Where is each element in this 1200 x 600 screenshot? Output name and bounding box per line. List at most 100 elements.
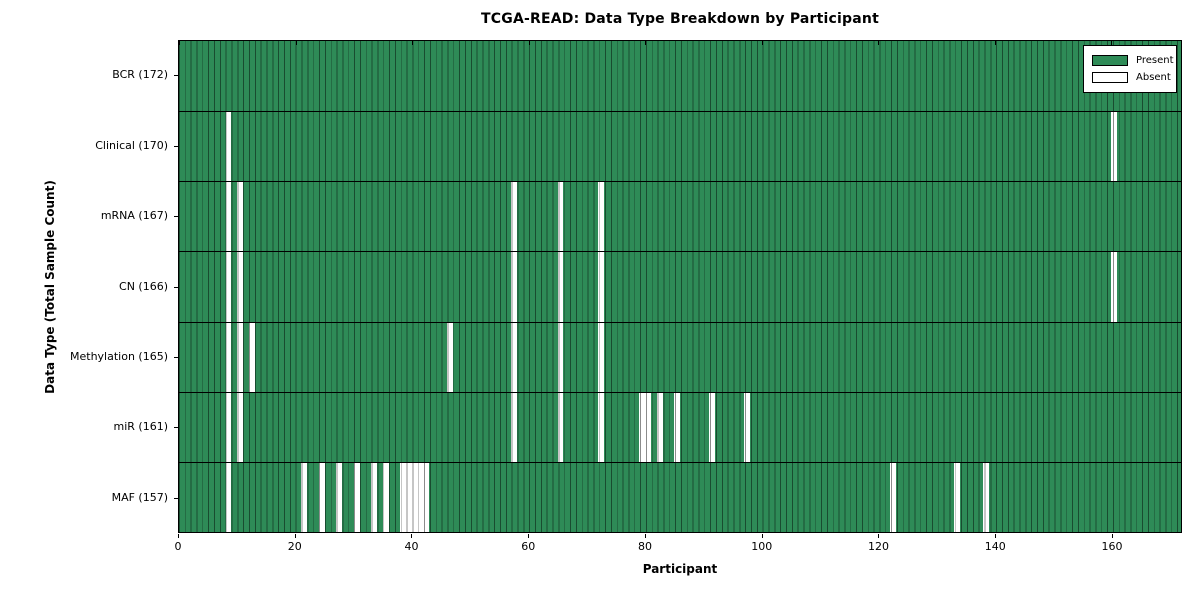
x-tick-mark bbox=[995, 534, 997, 538]
row-separator-line bbox=[179, 181, 1181, 183]
absent-cell bbox=[237, 391, 244, 462]
x-tick-label: 40 bbox=[404, 540, 419, 553]
absent-cell bbox=[225, 321, 232, 392]
x-tick-mark-top bbox=[994, 41, 996, 45]
absent-cell bbox=[382, 461, 389, 532]
absent-cell bbox=[557, 391, 564, 462]
x-tick-mark-top bbox=[412, 41, 414, 45]
absent-cell bbox=[301, 461, 308, 532]
absent-cell bbox=[417, 461, 424, 532]
legend-swatch-present bbox=[1092, 55, 1128, 66]
x-tick-label: 160 bbox=[1101, 540, 1123, 553]
legend-swatch-absent bbox=[1092, 72, 1128, 83]
x-tick-label: 120 bbox=[867, 540, 889, 553]
x-tick-mark bbox=[878, 534, 880, 538]
absent-cell bbox=[406, 461, 412, 532]
legend: Present Absent bbox=[1083, 45, 1177, 93]
legend-label-absent: Absent bbox=[1136, 72, 1171, 83]
absent-cell bbox=[598, 251, 605, 322]
absent-cell bbox=[557, 251, 564, 322]
x-tick-mark bbox=[1111, 534, 1113, 538]
x-axis-label: Participant bbox=[642, 562, 718, 576]
absent-cell bbox=[674, 391, 680, 462]
y-tick-mark bbox=[174, 145, 178, 147]
x-tick-mark-top bbox=[1111, 41, 1113, 45]
x-tick-mark-top bbox=[295, 41, 297, 45]
x-tick-mark-top bbox=[878, 41, 880, 45]
absent-cell bbox=[557, 321, 564, 392]
absent-cell bbox=[1111, 111, 1117, 182]
absent-cell bbox=[237, 321, 244, 392]
absent-cell bbox=[225, 461, 232, 532]
y-tick-mark bbox=[174, 497, 178, 499]
absent-cell bbox=[511, 391, 517, 462]
row-separator-line bbox=[179, 461, 1181, 463]
row-separator-line bbox=[179, 391, 1181, 393]
x-tick-label: 20 bbox=[287, 540, 302, 553]
x-tick-label: 100 bbox=[751, 540, 773, 553]
absent-cell bbox=[318, 461, 325, 532]
row-separator-line bbox=[179, 251, 1181, 253]
x-tick-mark bbox=[178, 534, 179, 538]
absent-cell bbox=[598, 391, 605, 462]
y-tick-label: MAF (157) bbox=[111, 490, 168, 504]
absent-cell bbox=[511, 321, 517, 392]
absent-cell bbox=[237, 251, 244, 322]
absent-cell bbox=[336, 461, 343, 532]
absent-cell bbox=[412, 461, 418, 532]
absent-cell bbox=[225, 391, 232, 462]
y-tick-label: Methylation (165) bbox=[70, 349, 168, 363]
absent-cell bbox=[511, 181, 517, 252]
absent-cell bbox=[557, 181, 564, 252]
absent-cell bbox=[656, 391, 663, 462]
absent-cell bbox=[225, 251, 232, 322]
absent-cell bbox=[639, 391, 646, 462]
y-tick-label: mRNA (167) bbox=[100, 209, 168, 223]
absent-cell bbox=[953, 461, 960, 532]
x-tick-mark bbox=[761, 534, 763, 538]
absent-cell bbox=[598, 181, 605, 252]
absent-cell bbox=[353, 461, 360, 532]
absent-cell bbox=[225, 181, 232, 252]
legend-label-present: Present bbox=[1136, 55, 1174, 66]
absent-cell bbox=[744, 391, 750, 462]
x-tick-label: 140 bbox=[984, 540, 1006, 553]
absent-cell bbox=[446, 321, 453, 392]
y-tick-label: BCR (172) bbox=[112, 68, 168, 82]
legend-item-present: Present bbox=[1092, 52, 1174, 69]
x-tick-mark bbox=[528, 534, 530, 538]
absent-cell bbox=[237, 181, 244, 252]
chart-title: TCGA-READ: Data Type Breakdown by Partic… bbox=[481, 11, 879, 27]
row-separator-line bbox=[179, 111, 1181, 113]
x-tick-mark-top bbox=[528, 41, 530, 45]
absent-cell bbox=[423, 461, 430, 532]
y-tick-mark bbox=[174, 286, 178, 288]
absent-cell bbox=[511, 251, 517, 322]
y-tick-label: Clinical (170) bbox=[95, 138, 168, 152]
y-tick-mark bbox=[174, 427, 178, 429]
absent-cell bbox=[400, 461, 407, 532]
absent-cell bbox=[889, 461, 896, 532]
y-tick-label: CN (166) bbox=[119, 279, 168, 293]
absent-cell bbox=[709, 391, 715, 462]
absent-cell bbox=[1111, 251, 1117, 322]
x-tick-label: 60 bbox=[521, 540, 536, 553]
x-tick-mark-top bbox=[645, 41, 647, 45]
x-tick-label: 80 bbox=[637, 540, 652, 553]
absent-cell bbox=[982, 461, 989, 532]
x-tick-label: 0 bbox=[174, 540, 182, 553]
x-tick-mark bbox=[644, 534, 646, 538]
x-tick-mark bbox=[411, 534, 413, 538]
y-tick-mark bbox=[174, 216, 178, 218]
absent-cell bbox=[248, 321, 255, 392]
y-tick-label: miR (161) bbox=[113, 420, 169, 434]
absent-cell bbox=[371, 461, 378, 532]
plot-area bbox=[178, 40, 1182, 533]
row-separator-line bbox=[179, 321, 1181, 323]
absent-cell bbox=[225, 111, 232, 182]
y-tick-mark bbox=[174, 75, 178, 77]
absent-cell bbox=[598, 321, 605, 392]
x-tick-mark bbox=[294, 534, 296, 538]
cell-edge-gridlines bbox=[179, 41, 1181, 532]
